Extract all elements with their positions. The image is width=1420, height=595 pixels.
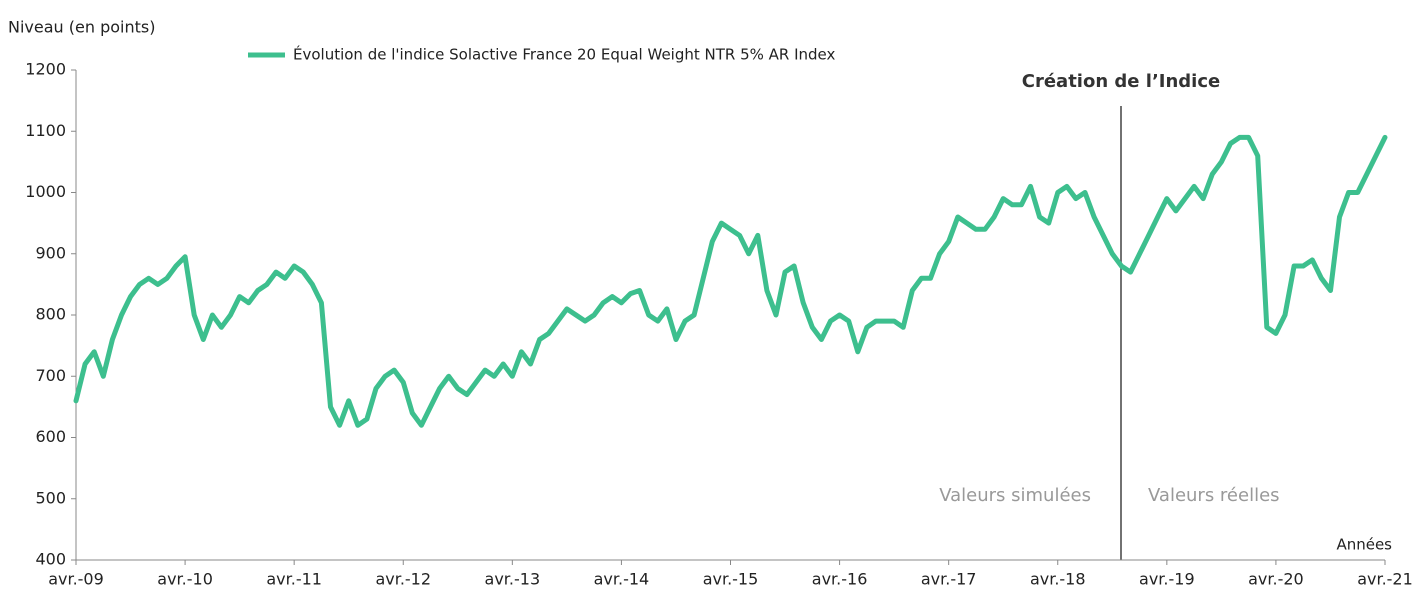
x-tick-label: avr.-16 <box>812 570 868 589</box>
x-tick-label: avr.-15 <box>703 570 759 589</box>
y-tick-label: 500 <box>35 488 66 507</box>
y-tick-label: 800 <box>35 305 66 324</box>
x-tick-label: avr.-14 <box>594 570 650 589</box>
x-tick-label: avr.-19 <box>1139 570 1195 589</box>
y-tick-label: 400 <box>35 550 66 569</box>
x-tick-label: avr.-11 <box>266 570 322 589</box>
y-tick-label: 1100 <box>25 121 66 140</box>
x-tick-label: avr.-12 <box>375 570 431 589</box>
simulated-label: Valeurs simulées <box>939 485 1091 506</box>
real-label: Valeurs réelles <box>1148 485 1280 506</box>
y-tick-label: 600 <box>35 427 66 446</box>
y-axis-label: Niveau (en points) <box>8 18 155 37</box>
legend-label: Évolution de l'indice Solactive France 2… <box>293 45 836 64</box>
x-tick-label: avr.-17 <box>921 570 977 589</box>
x-axis-label: Années <box>1336 536 1392 554</box>
x-tick-label: avr.-10 <box>157 570 213 589</box>
x-tick-label: avr.-21 <box>1357 570 1413 589</box>
x-tick-label: avr.-18 <box>1030 570 1086 589</box>
y-tick-label: 900 <box>35 243 66 262</box>
x-tick-label: avr.-13 <box>485 570 541 589</box>
series-line <box>73 134 1388 428</box>
y-tick-label: 1200 <box>25 60 66 79</box>
creation-label: Création de l’Indice <box>1022 71 1220 92</box>
x-tick-label: avr.-09 <box>48 570 104 589</box>
y-tick-label: 1000 <box>25 182 66 201</box>
y-tick-label: 700 <box>35 366 66 385</box>
x-tick-label: avr.-20 <box>1248 570 1304 589</box>
